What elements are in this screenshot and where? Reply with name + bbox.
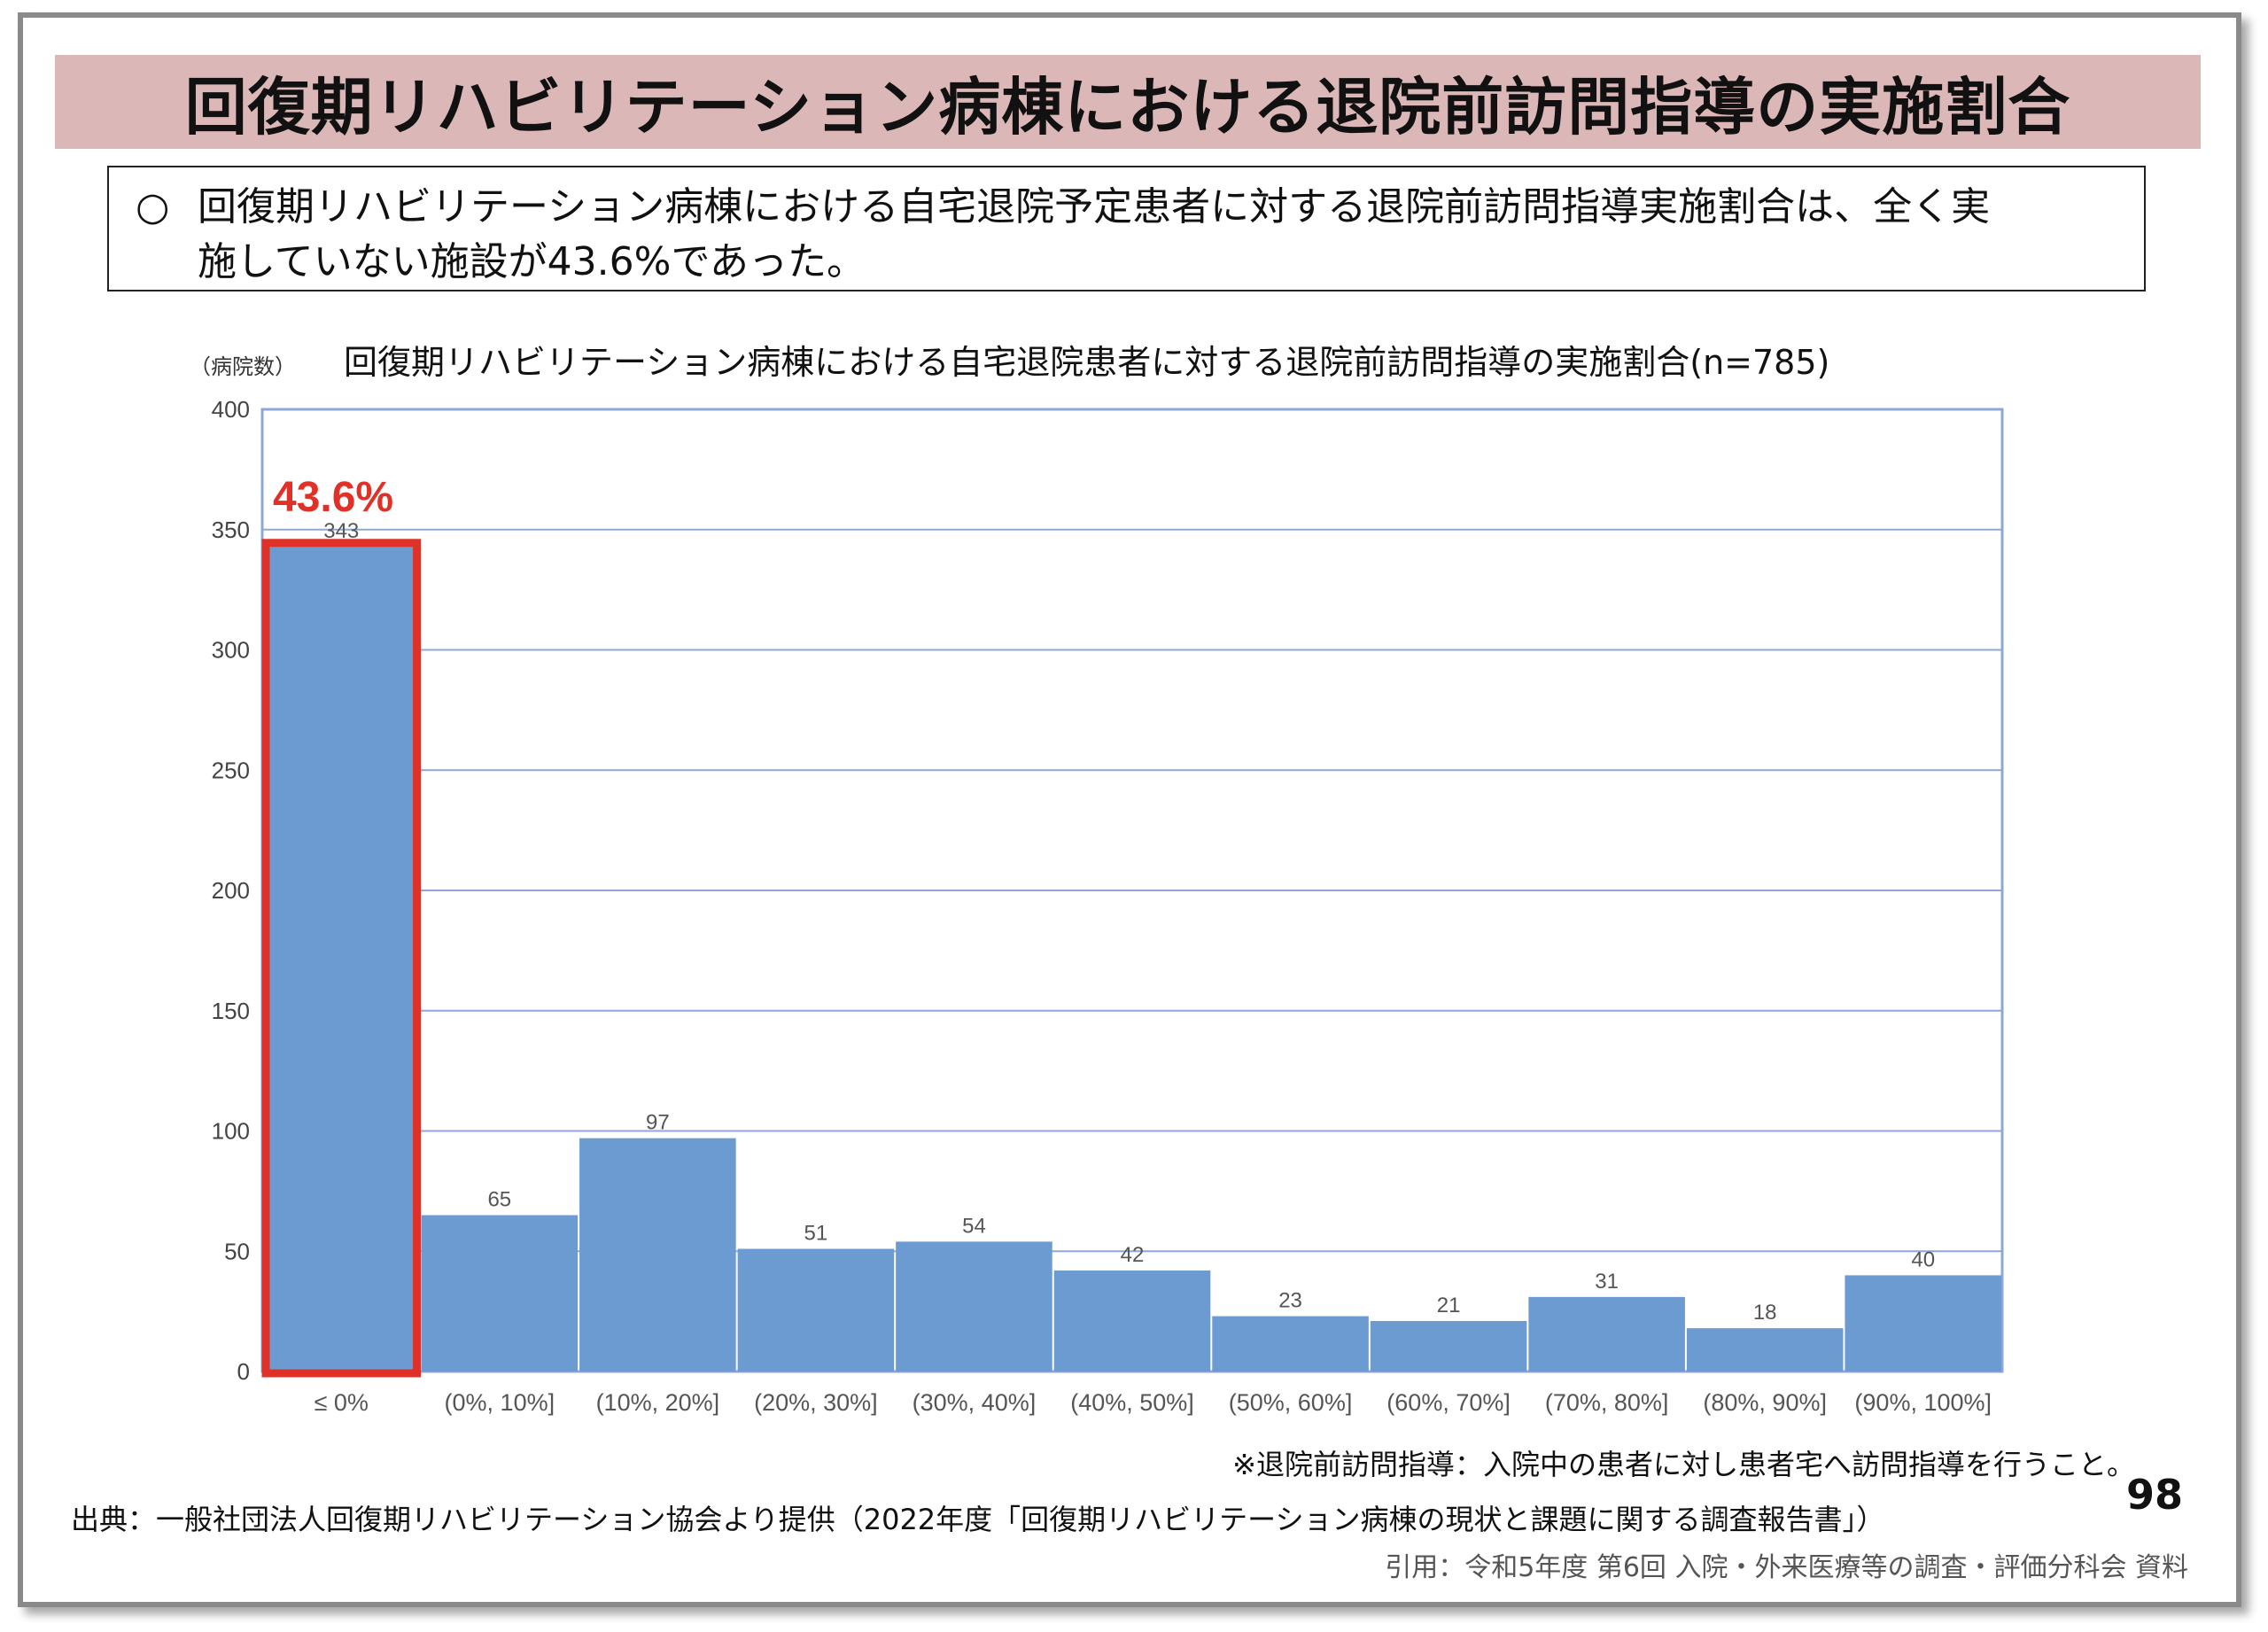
bar bbox=[579, 1138, 736, 1372]
x-tick-label: (60%, 70%] bbox=[1386, 1389, 1511, 1416]
y-tick-label: 100 bbox=[212, 1118, 250, 1145]
citation-note: 引用：令和5年度 第6回 入院・外来医療等の調査・評価分科会 資料 bbox=[1385, 1552, 2188, 1583]
bar-data-label: 23 bbox=[1278, 1289, 1302, 1313]
bar-data-label: 21 bbox=[1437, 1294, 1461, 1317]
bar bbox=[1370, 1320, 1527, 1372]
bar-data-label: 31 bbox=[1595, 1270, 1619, 1294]
slide-title: 回復期リハビリテーション病棟における退院前訪問指導の実施割合 bbox=[184, 70, 2071, 144]
y-tick-label: 400 bbox=[212, 396, 250, 423]
x-tick-label: (80%, 90%] bbox=[1703, 1389, 1827, 1416]
bar bbox=[1686, 1328, 1844, 1372]
x-tick-label: (10%, 20%] bbox=[596, 1389, 720, 1416]
bar bbox=[263, 546, 420, 1372]
summary-box: ○ 回復期リハビリテーション病棟における自宅退院予定患者に対する退院前訪問指導実施… bbox=[107, 166, 2146, 291]
x-tick-label: (0%, 10%] bbox=[445, 1389, 555, 1416]
y-axis-unit: （病院数） bbox=[190, 354, 296, 379]
highlight-box bbox=[261, 539, 422, 1378]
bar-data-label: 97 bbox=[646, 1111, 670, 1135]
bar bbox=[896, 1241, 1052, 1372]
bar bbox=[737, 1248, 895, 1372]
y-tick-label: 350 bbox=[212, 517, 250, 543]
footnote: ※退院前訪問指導：入院中の患者に対し患者宅へ訪問指導を行うこと。 bbox=[1232, 1448, 2135, 1481]
y-tick-label: 50 bbox=[224, 1238, 250, 1264]
bar bbox=[1053, 1270, 1211, 1372]
y-tick-label: 0 bbox=[237, 1358, 250, 1385]
page-number: 98 bbox=[2125, 1471, 2183, 1519]
bar bbox=[1212, 1316, 1369, 1372]
title-band: 回復期リハビリテーション病棟における退院前訪問指導の実施割合 bbox=[55, 55, 2201, 149]
summary-line-2: 施していない施設が43.6%であった。 bbox=[198, 239, 866, 284]
bar-data-label: 18 bbox=[1753, 1301, 1777, 1325]
bar-data-label: 40 bbox=[1911, 1247, 1935, 1271]
y-tick-label: 200 bbox=[212, 877, 250, 904]
bar-data-label: 42 bbox=[1121, 1243, 1145, 1267]
bar-data-label: 54 bbox=[962, 1214, 986, 1238]
summary-line-1: ○ 回復期リハビリテーション病棟における自宅退院予定患者に対する退院前訪問指導実施… bbox=[136, 180, 2117, 235]
x-tick-label: (70%, 80%] bbox=[1545, 1389, 1669, 1416]
highlight-annotation: 43.6% bbox=[273, 474, 393, 521]
y-tick-label: 250 bbox=[212, 757, 250, 783]
x-tick-label: (90%, 100%] bbox=[1854, 1389, 1992, 1416]
summary-text-1: 回復期リハビリテーション病棟における自宅退院予定患者に対する退院前訪問指導実施割… bbox=[198, 184, 1991, 229]
x-tick-label: ≤ 0% bbox=[315, 1389, 369, 1416]
x-tick-label: (50%, 60%] bbox=[1229, 1389, 1353, 1416]
y-tick-label: 300 bbox=[212, 637, 250, 664]
x-tick-label: (40%, 50%] bbox=[1070, 1389, 1194, 1416]
source-note: 出典：一般社団法人回復期リハビリテーション協会より提供（2022年度「回復期リハ… bbox=[71, 1503, 1885, 1536]
bar bbox=[1528, 1296, 1685, 1372]
y-tick-label: 150 bbox=[212, 998, 250, 1024]
x-tick-label: (30%, 40%] bbox=[913, 1389, 1037, 1416]
bar-data-label: 51 bbox=[804, 1222, 828, 1246]
bar-data-label: 65 bbox=[487, 1188, 511, 1212]
bar bbox=[421, 1215, 579, 1372]
x-tick-label: (20%, 30%] bbox=[754, 1389, 878, 1416]
circle-bullet-icon: ○ bbox=[136, 184, 170, 229]
bar bbox=[1845, 1275, 2001, 1372]
chart-title: 回復期リハビリテーション病棟における自宅退院患者に対する退院前訪問指導の実施割合… bbox=[344, 343, 1830, 382]
